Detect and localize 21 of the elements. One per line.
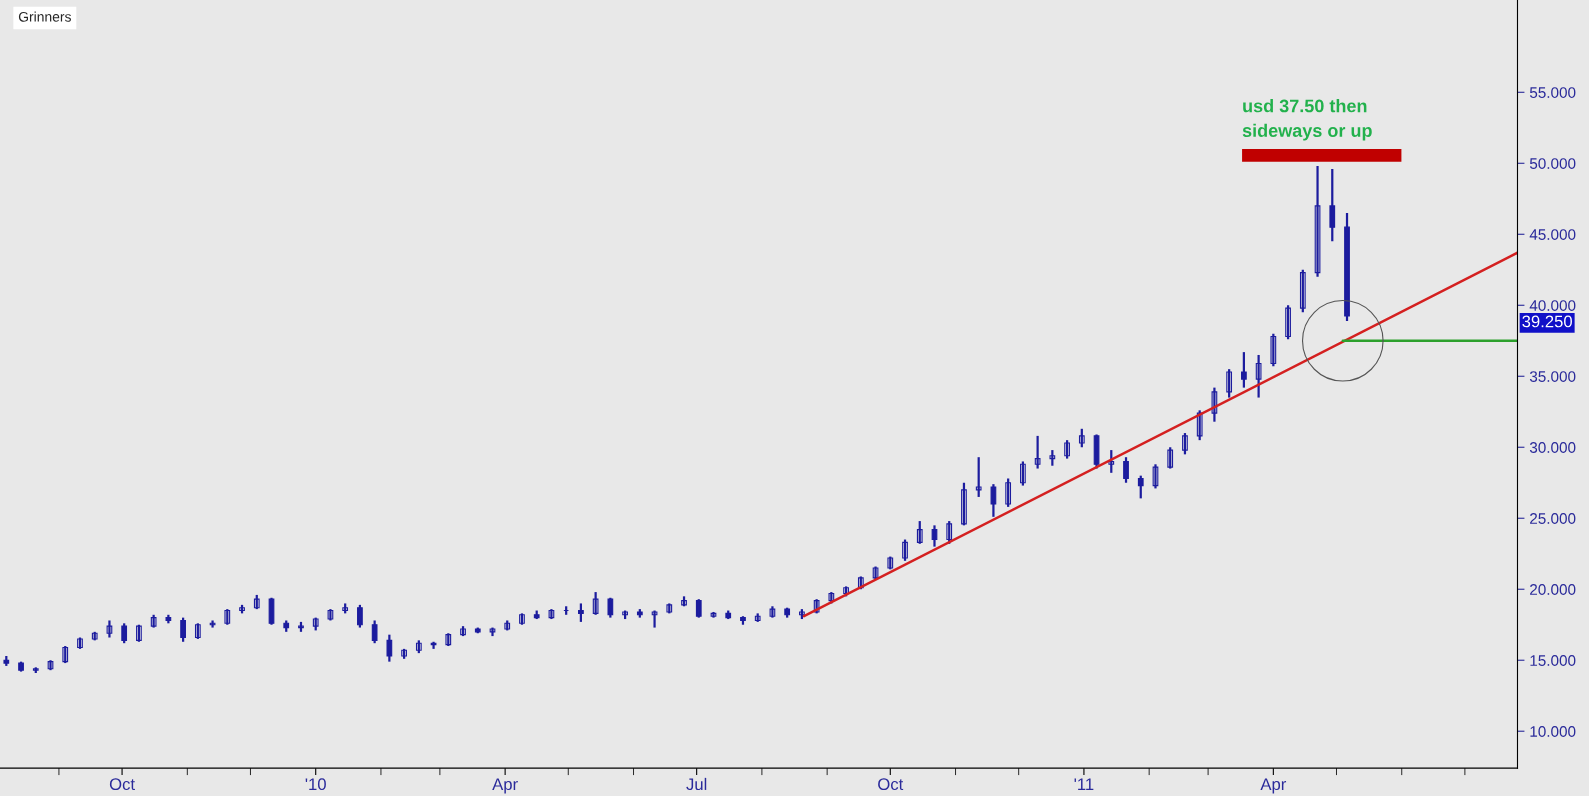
x-tick-label: Oct bbox=[109, 778, 135, 791]
x-tick-label: Jul bbox=[686, 777, 707, 791]
x-tick-label: Apr bbox=[1260, 778, 1287, 794]
annotation: usd 37.50 then sideways or up bbox=[1242, 99, 1372, 141]
y-tick-label: 55.000 bbox=[1529, 87, 1576, 98]
x-tick-label: '10 bbox=[305, 778, 326, 791]
x-tick-label: Oct bbox=[878, 778, 904, 791]
text: Grinners bbox=[18, 11, 71, 22]
y-tick-label: 40.000 bbox=[1529, 300, 1576, 311]
y-tick-label: 20.000 bbox=[1530, 584, 1576, 595]
text: 39.250 bbox=[1522, 315, 1572, 328]
y-tick-label: 45.000 bbox=[1529, 229, 1576, 240]
y-tick-label: 50.000 bbox=[1529, 158, 1576, 169]
x-tick-label: Apr bbox=[492, 778, 518, 794]
y-tick-label: 25.000 bbox=[1530, 513, 1576, 524]
candlestick bbox=[32, 666, 39, 675]
y-tick-label: 30.000 bbox=[1529, 442, 1576, 453]
y-tick-label: 15.000 bbox=[1530, 655, 1576, 666]
y-tick-label: 10.000 bbox=[1530, 726, 1576, 737]
x-tick-label: '11 bbox=[1074, 778, 1094, 790]
y-tick-label: 35.000 bbox=[1529, 371, 1576, 382]
